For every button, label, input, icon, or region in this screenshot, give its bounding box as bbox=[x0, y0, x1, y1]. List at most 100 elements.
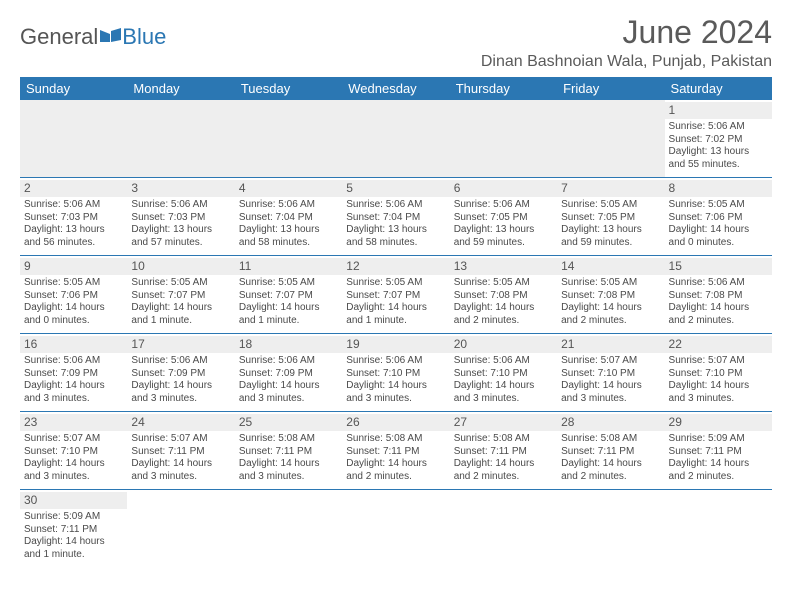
blank-cell bbox=[450, 490, 557, 568]
daylight-text: Daylight: 14 hours and 3 minutes. bbox=[561, 380, 660, 405]
blank-cell bbox=[665, 490, 772, 568]
day-cell-10: 10Sunrise: 5:05 AMSunset: 7:07 PMDayligh… bbox=[127, 256, 234, 334]
weekday-monday: Monday bbox=[127, 77, 234, 100]
day-number: 17 bbox=[127, 336, 234, 353]
day-number: 1 bbox=[665, 102, 772, 119]
day-cell-18: 18Sunrise: 5:06 AMSunset: 7:09 PMDayligh… bbox=[235, 334, 342, 412]
day-cell-3: 3Sunrise: 5:06 AMSunset: 7:03 PMDaylight… bbox=[127, 178, 234, 256]
sunset-text: Sunset: 7:11 PM bbox=[346, 446, 445, 459]
day-number: 9 bbox=[20, 258, 127, 275]
day-number: 7 bbox=[557, 180, 664, 197]
sunrise-text: Sunrise: 5:05 AM bbox=[561, 277, 660, 290]
day-number: 4 bbox=[235, 180, 342, 197]
day-number: 27 bbox=[450, 414, 557, 431]
sunset-text: Sunset: 7:10 PM bbox=[24, 446, 123, 459]
daylight-text: Daylight: 14 hours and 2 minutes. bbox=[561, 302, 660, 327]
day-cell-7: 7Sunrise: 5:05 AMSunset: 7:05 PMDaylight… bbox=[557, 178, 664, 256]
day-number: 24 bbox=[127, 414, 234, 431]
day-cell-21: 21Sunrise: 5:07 AMSunset: 7:10 PMDayligh… bbox=[557, 334, 664, 412]
weekday-tuesday: Tuesday bbox=[235, 77, 342, 100]
blank-cell bbox=[450, 100, 557, 178]
day-cell-26: 26Sunrise: 5:08 AMSunset: 7:11 PMDayligh… bbox=[342, 412, 449, 490]
day-cell-2: 2Sunrise: 5:06 AMSunset: 7:03 PMDaylight… bbox=[20, 178, 127, 256]
sunrise-text: Sunrise: 5:06 AM bbox=[669, 121, 768, 134]
logo-text-blue: Blue bbox=[122, 24, 166, 50]
sunrise-text: Sunrise: 5:06 AM bbox=[454, 199, 553, 212]
sunset-text: Sunset: 7:11 PM bbox=[131, 446, 230, 459]
sunset-text: Sunset: 7:05 PM bbox=[561, 212, 660, 225]
sunrise-text: Sunrise: 5:08 AM bbox=[561, 433, 660, 446]
blank-cell bbox=[342, 490, 449, 568]
day-cell-16: 16Sunrise: 5:06 AMSunset: 7:09 PMDayligh… bbox=[20, 334, 127, 412]
sunset-text: Sunset: 7:09 PM bbox=[131, 368, 230, 381]
daylight-text: Daylight: 14 hours and 1 minute. bbox=[239, 302, 338, 327]
sunset-text: Sunset: 7:03 PM bbox=[24, 212, 123, 225]
sunrise-text: Sunrise: 5:05 AM bbox=[239, 277, 338, 290]
day-number: 22 bbox=[665, 336, 772, 353]
sunset-text: Sunset: 7:06 PM bbox=[24, 290, 123, 303]
day-number: 25 bbox=[235, 414, 342, 431]
sunset-text: Sunset: 7:04 PM bbox=[346, 212, 445, 225]
day-cell-17: 17Sunrise: 5:06 AMSunset: 7:09 PMDayligh… bbox=[127, 334, 234, 412]
day-number: 29 bbox=[665, 414, 772, 431]
daylight-text: Daylight: 14 hours and 0 minutes. bbox=[24, 302, 123, 327]
daylight-text: Daylight: 14 hours and 0 minutes. bbox=[669, 224, 768, 249]
sunrise-text: Sunrise: 5:06 AM bbox=[131, 199, 230, 212]
daylight-text: Daylight: 14 hours and 3 minutes. bbox=[239, 380, 338, 405]
blank-cell bbox=[235, 490, 342, 568]
daylight-text: Daylight: 14 hours and 2 minutes. bbox=[454, 302, 553, 327]
daylight-text: Daylight: 14 hours and 3 minutes. bbox=[131, 380, 230, 405]
daylight-text: Daylight: 13 hours and 59 minutes. bbox=[454, 224, 553, 249]
sunrise-text: Sunrise: 5:06 AM bbox=[24, 355, 123, 368]
sunrise-text: Sunrise: 5:08 AM bbox=[454, 433, 553, 446]
daylight-text: Daylight: 14 hours and 2 minutes. bbox=[561, 458, 660, 483]
sunset-text: Sunset: 7:09 PM bbox=[239, 368, 338, 381]
day-number: 12 bbox=[342, 258, 449, 275]
daylight-text: Daylight: 14 hours and 3 minutes. bbox=[454, 380, 553, 405]
blank-cell bbox=[557, 100, 664, 178]
sunrise-text: Sunrise: 5:07 AM bbox=[131, 433, 230, 446]
day-number: 3 bbox=[127, 180, 234, 197]
sunset-text: Sunset: 7:03 PM bbox=[131, 212, 230, 225]
day-number: 5 bbox=[342, 180, 449, 197]
day-cell-23: 23Sunrise: 5:07 AMSunset: 7:10 PMDayligh… bbox=[20, 412, 127, 490]
weekday-wednesday: Wednesday bbox=[342, 77, 449, 100]
sunrise-text: Sunrise: 5:09 AM bbox=[669, 433, 768, 446]
daylight-text: Daylight: 14 hours and 2 minutes. bbox=[669, 458, 768, 483]
sunrise-text: Sunrise: 5:07 AM bbox=[669, 355, 768, 368]
day-number: 2 bbox=[20, 180, 127, 197]
blank-cell bbox=[20, 100, 127, 178]
day-number: 8 bbox=[665, 180, 772, 197]
day-number: 30 bbox=[20, 492, 127, 509]
day-cell-6: 6Sunrise: 5:06 AMSunset: 7:05 PMDaylight… bbox=[450, 178, 557, 256]
sunset-text: Sunset: 7:07 PM bbox=[346, 290, 445, 303]
day-cell-20: 20Sunrise: 5:06 AMSunset: 7:10 PMDayligh… bbox=[450, 334, 557, 412]
sunrise-text: Sunrise: 5:06 AM bbox=[239, 355, 338, 368]
month-title: June 2024 bbox=[481, 14, 772, 51]
sunset-text: Sunset: 7:11 PM bbox=[24, 524, 123, 537]
day-number: 13 bbox=[450, 258, 557, 275]
day-cell-24: 24Sunrise: 5:07 AMSunset: 7:11 PMDayligh… bbox=[127, 412, 234, 490]
day-cell-5: 5Sunrise: 5:06 AMSunset: 7:04 PMDaylight… bbox=[342, 178, 449, 256]
sunset-text: Sunset: 7:10 PM bbox=[454, 368, 553, 381]
weekday-header: SundayMondayTuesdayWednesdayThursdayFrid… bbox=[20, 77, 772, 100]
day-cell-15: 15Sunrise: 5:06 AMSunset: 7:08 PMDayligh… bbox=[665, 256, 772, 334]
logo: General Blue bbox=[20, 24, 166, 50]
daylight-text: Daylight: 13 hours and 58 minutes. bbox=[346, 224, 445, 249]
daylight-text: Daylight: 14 hours and 3 minutes. bbox=[24, 458, 123, 483]
sunrise-text: Sunrise: 5:05 AM bbox=[131, 277, 230, 290]
day-cell-12: 12Sunrise: 5:05 AMSunset: 7:07 PMDayligh… bbox=[342, 256, 449, 334]
daylight-text: Daylight: 13 hours and 56 minutes. bbox=[24, 224, 123, 249]
sunrise-text: Sunrise: 5:06 AM bbox=[346, 355, 445, 368]
sunrise-text: Sunrise: 5:05 AM bbox=[346, 277, 445, 290]
calendar-table: SundayMondayTuesdayWednesdayThursdayFrid… bbox=[20, 77, 772, 567]
day-cell-27: 27Sunrise: 5:08 AMSunset: 7:11 PMDayligh… bbox=[450, 412, 557, 490]
sunset-text: Sunset: 7:08 PM bbox=[454, 290, 553, 303]
sunset-text: Sunset: 7:08 PM bbox=[561, 290, 660, 303]
day-number: 28 bbox=[557, 414, 664, 431]
sunset-text: Sunset: 7:07 PM bbox=[239, 290, 338, 303]
blank-cell bbox=[557, 490, 664, 568]
sunset-text: Sunset: 7:11 PM bbox=[561, 446, 660, 459]
sunset-text: Sunset: 7:11 PM bbox=[239, 446, 338, 459]
sunrise-text: Sunrise: 5:07 AM bbox=[561, 355, 660, 368]
